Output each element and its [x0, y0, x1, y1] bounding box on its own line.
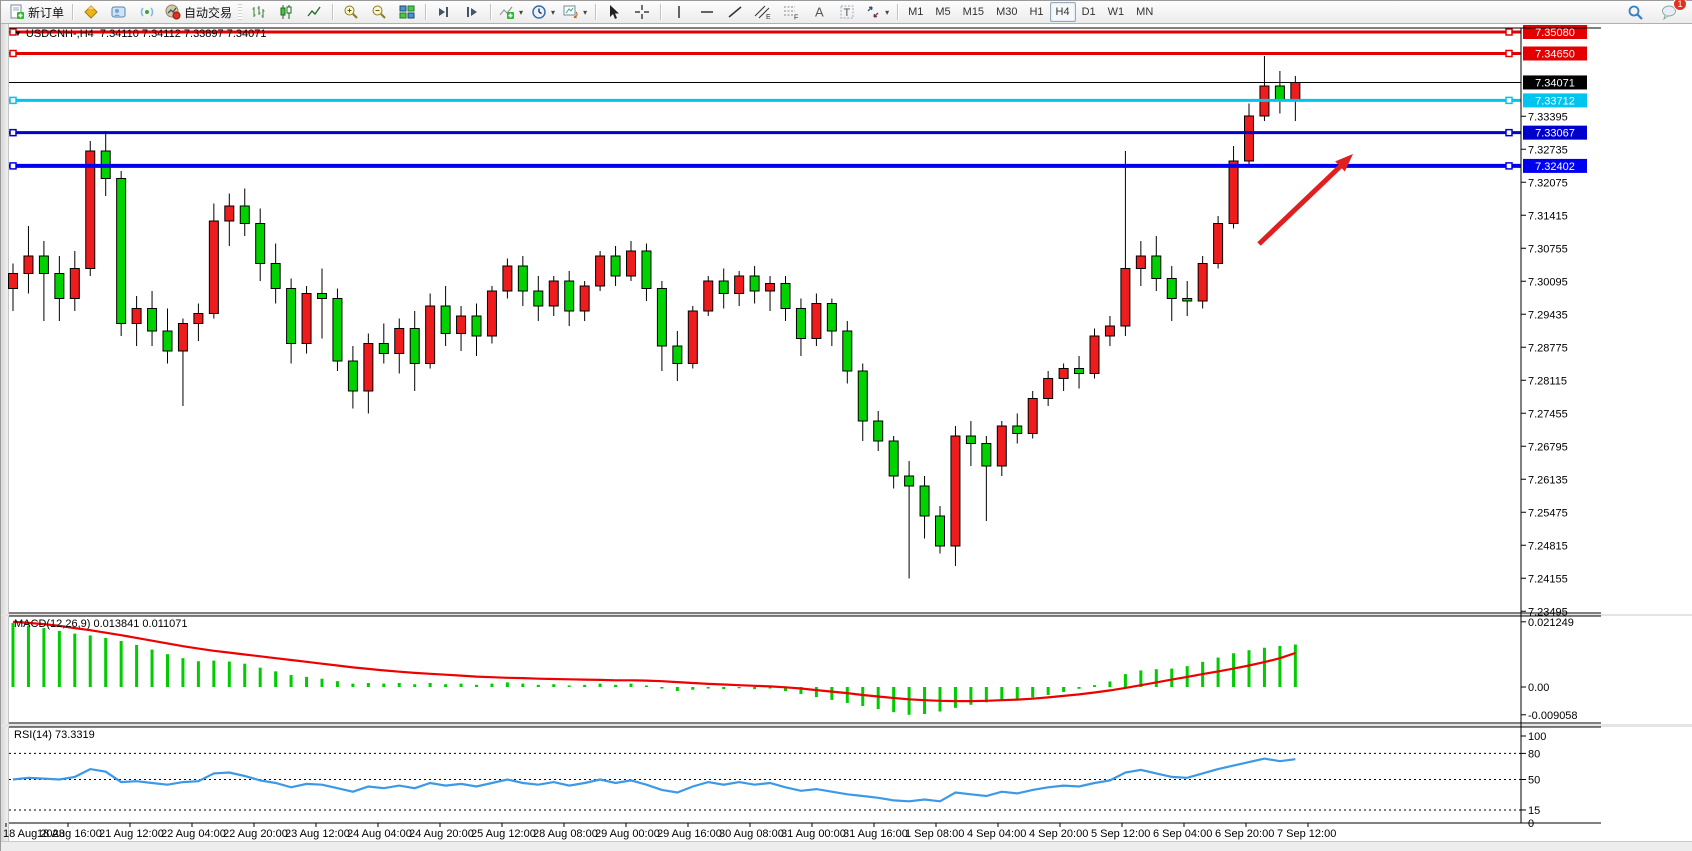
templates-caret-icon: ▾	[583, 7, 588, 17]
zoom-out-icon	[372, 5, 386, 19]
toolbar-separator	[332, 4, 334, 20]
label-tool-button[interactable]: T	[833, 1, 861, 23]
arrows-caret-icon: ▾	[885, 7, 890, 17]
text-a-icon: A	[815, 5, 824, 20]
auto-scroll-button[interactable]	[458, 1, 486, 23]
autotrade-button[interactable]: 自动交易	[161, 1, 236, 23]
timeframe-m1[interactable]: M1	[908, 6, 924, 18]
timeframe-m15[interactable]: M15	[962, 6, 985, 18]
chart-title-symbol: USDCNH-,H4	[25, 28, 94, 40]
toolbar-separator	[660, 4, 662, 20]
svg-text:T: T	[844, 7, 851, 19]
market-watch-button[interactable]	[77, 1, 105, 23]
timeframe-d1[interactable]: D1	[1081, 6, 1096, 18]
bottom-strip	[1, 841, 1692, 851]
autotrade-icon	[165, 4, 181, 20]
svg-text:E: E	[766, 14, 771, 20]
new-order-label: 新订单	[28, 5, 65, 20]
add-indicator-icon	[499, 6, 515, 19]
toolbar-separator	[595, 4, 597, 20]
new-order-button[interactable]: 新订单	[5, 1, 68, 23]
svg-text:A: A	[815, 5, 824, 20]
timeframe-m5[interactable]: M5	[935, 6, 951, 18]
line-chart-icon	[307, 6, 321, 17]
horizontal-line-tool-button[interactable]	[693, 1, 721, 23]
data-window-button[interactable]	[105, 1, 133, 23]
toolbar-grip	[238, 4, 243, 20]
equidistant-channel-tool-button[interactable]: E	[749, 1, 777, 23]
left-gutter	[1, 24, 9, 841]
vertical-line-tool-button[interactable]	[665, 1, 693, 23]
horizontal-line-icon	[701, 11, 714, 13]
tile-windows-button[interactable]	[393, 1, 421, 23]
clock-icon	[532, 5, 546, 19]
bar-chart-mode-button[interactable]	[244, 1, 272, 23]
line-chart-mode-button[interactable]	[300, 1, 328, 23]
chart-dropdown-icon[interactable]: ▼	[14, 29, 22, 38]
toolbar-right-group: 1	[1621, 0, 1689, 23]
fibonacci-tool-button[interactable]: F	[777, 1, 805, 23]
zoom-in-button[interactable]	[337, 1, 365, 23]
crosshair-icon	[635, 5, 650, 19]
zoom-in-icon	[344, 5, 358, 19]
trendline-icon	[728, 6, 742, 18]
periods-button[interactable]: ▾	[527, 1, 559, 23]
auto-scroll-icon	[467, 7, 478, 17]
notifications-button[interactable]: 1	[1655, 0, 1687, 23]
gold-diamond-icon	[84, 5, 98, 19]
indicators-button[interactable]: ▾	[495, 1, 527, 23]
new-order-icon	[10, 4, 24, 19]
text-tool-button[interactable]: A	[805, 1, 833, 23]
candlestick-mode-button[interactable]	[272, 1, 300, 23]
chart-title: ▼ USDCNH-,H4 7.34110 7.34112 7.33897 7.34…	[14, 28, 266, 40]
periods-caret-icon: ▾	[551, 7, 556, 17]
channel-icon: E	[754, 5, 771, 20]
candles-icon	[280, 5, 292, 19]
toolbar-separator	[72, 4, 74, 20]
signals-button[interactable]	[133, 1, 161, 23]
arrow-objects-icon	[867, 6, 879, 18]
chart-window[interactable]	[1, 24, 1692, 841]
chart-shift-button[interactable]	[430, 1, 458, 23]
rsi-indicator-label: RSI(14) 73.3319	[14, 729, 95, 741]
macd-indicator-label: MACD(12,26,9) 0.013841 0.011071	[14, 618, 188, 630]
search-button[interactable]	[1621, 1, 1649, 23]
cursor-icon	[610, 5, 620, 19]
zoom-out-button[interactable]	[365, 1, 393, 23]
monitor-person-icon	[111, 6, 126, 18]
signal-icon	[140, 7, 154, 17]
chat-balloon-icon	[1661, 5, 1676, 20]
template-icon	[563, 5, 578, 19]
timeframe-h1[interactable]: H1	[1029, 6, 1044, 18]
chart-shift-icon	[439, 7, 449, 17]
trendline-tool-button[interactable]	[721, 1, 749, 23]
svg-text:F: F	[794, 15, 798, 21]
toolbar-separator	[490, 4, 492, 20]
tile-windows-icon	[399, 5, 415, 19]
arrows-tool-button[interactable]: ▾	[861, 1, 893, 23]
timeframe-w1[interactable]: W1	[1107, 6, 1125, 18]
ohlc-bars-icon	[252, 6, 265, 18]
main-toolbar: 新订单 自动交易	[1, 0, 1692, 24]
vertical-line-icon	[678, 6, 680, 18]
autotrade-label: 自动交易	[184, 5, 233, 20]
cursor-tool-button[interactable]	[600, 1, 628, 23]
timeframe-h4[interactable]: H4	[1049, 2, 1076, 22]
text-label-icon: T	[840, 5, 854, 19]
search-icon	[1628, 5, 1643, 20]
notification-badge: 1	[1673, 0, 1687, 11]
toolbar-separator	[897, 4, 899, 20]
templates-button[interactable]: ▾	[559, 1, 591, 23]
indicators-caret-icon: ▾	[519, 7, 524, 17]
timeframe-m30[interactable]: M30	[996, 6, 1018, 18]
toolbar-separator	[425, 4, 427, 20]
crosshair-tool-button[interactable]	[628, 1, 656, 23]
chart-title-quotes: 7.34110 7.34112 7.33897 7.34071	[99, 28, 267, 40]
timeframe-mn[interactable]: MN	[1136, 6, 1154, 18]
fibonacci-icon: F	[784, 6, 798, 21]
